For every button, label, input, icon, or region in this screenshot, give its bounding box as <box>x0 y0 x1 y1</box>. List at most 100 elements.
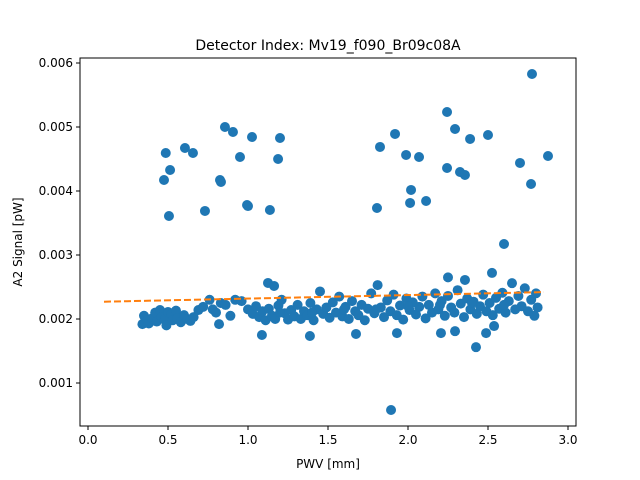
data-point <box>531 288 541 299</box>
data-point <box>459 274 470 285</box>
data-point <box>443 272 453 283</box>
data-point <box>371 304 381 315</box>
data-point <box>214 319 225 330</box>
data-point <box>442 163 453 174</box>
data-point <box>500 307 511 318</box>
data-point <box>442 107 453 118</box>
data-point <box>391 328 402 339</box>
y-tick-label: 0.006 <box>39 56 73 70</box>
data-point <box>471 308 482 319</box>
y-tick-label: 0.004 <box>39 184 73 198</box>
data-point <box>499 299 509 310</box>
data-point <box>497 287 508 298</box>
data-point <box>452 285 463 296</box>
data-point <box>439 310 450 321</box>
x-tick-label: 1.5 <box>318 433 337 447</box>
data-point <box>450 123 461 134</box>
data-point <box>386 405 397 415</box>
data-point <box>467 297 477 308</box>
y-tick-label: 0.002 <box>39 312 73 326</box>
data-point <box>395 300 405 311</box>
y-tick-label: 0.005 <box>39 120 73 134</box>
x-tick-label: 0.0 <box>78 433 97 447</box>
data-point <box>529 310 540 321</box>
data-point <box>375 141 385 152</box>
data-point <box>403 301 413 312</box>
data-point <box>519 283 530 294</box>
data-point <box>163 211 174 222</box>
data-point <box>414 301 425 312</box>
data-point <box>532 302 543 313</box>
data-point <box>430 288 441 299</box>
data-point <box>339 304 349 315</box>
data-point <box>273 153 284 164</box>
chart-title: Detector Index: Mv19_f090_Br09c08A <box>195 38 461 54</box>
fit-line <box>103 291 545 303</box>
data-point <box>211 307 221 318</box>
x-tick-label: 0.5 <box>158 433 177 447</box>
data-point <box>390 128 401 139</box>
data-point <box>199 205 210 216</box>
data-point <box>388 289 399 300</box>
data-point <box>420 313 431 324</box>
data-point <box>459 312 469 323</box>
data-point <box>414 152 425 163</box>
data-point <box>478 289 489 300</box>
x-tick-label: 2.0 <box>398 433 417 447</box>
data-point <box>235 152 245 163</box>
data-point <box>327 297 338 308</box>
data-point <box>305 297 316 308</box>
plot-area <box>103 69 553 415</box>
data-point <box>450 326 461 337</box>
data-point <box>401 149 412 160</box>
data-point <box>483 129 493 140</box>
data-point <box>159 174 169 185</box>
data-point <box>179 142 190 153</box>
data-point <box>499 238 509 249</box>
data-point <box>489 321 500 332</box>
data-point <box>343 313 354 324</box>
data-point <box>526 179 537 190</box>
data-point <box>225 310 236 321</box>
x-tick-label: 2.5 <box>478 433 497 447</box>
y-axis-label: A2 Signal [pW] <box>11 197 25 286</box>
y-tick-label: 0.003 <box>39 248 73 262</box>
data-point <box>304 331 315 342</box>
data-point <box>315 286 325 297</box>
data-point <box>187 147 198 158</box>
x-tick-label: 3.0 <box>558 433 577 447</box>
data-point <box>543 150 553 161</box>
y-tick-label: 0.001 <box>39 376 73 390</box>
data-point <box>406 184 417 195</box>
data-point <box>198 301 209 312</box>
data-point <box>527 69 537 79</box>
data-point <box>423 299 434 310</box>
data-point <box>215 176 226 187</box>
x-axis-label: PWV [mm] <box>296 457 360 471</box>
data-point <box>236 296 247 307</box>
data-point <box>471 342 481 353</box>
data-point <box>449 307 460 318</box>
y-axis: 0.001 0.002 0.003 0.004 0.005 0.006 <box>39 56 80 390</box>
data-point <box>435 299 445 310</box>
data-point <box>398 314 409 325</box>
x-tick-label: 1.0 <box>238 433 257 447</box>
data-point <box>515 157 525 168</box>
data-point <box>292 299 303 310</box>
data-point <box>247 131 257 142</box>
data-point <box>276 294 287 305</box>
x-axis: 0.0 0.5 1.0 1.5 2.0 2.5 3.0 <box>78 426 578 447</box>
data-point <box>421 195 432 206</box>
data-point <box>417 291 428 302</box>
data-point <box>220 299 231 310</box>
data-point <box>481 328 492 339</box>
data-point <box>359 315 370 326</box>
data-point <box>379 312 389 323</box>
data-point <box>227 126 238 137</box>
data-point <box>487 310 498 321</box>
data-point <box>465 133 476 144</box>
data-point <box>382 295 393 306</box>
data-point <box>171 305 181 316</box>
data-point <box>507 278 517 289</box>
data-point <box>275 307 285 318</box>
